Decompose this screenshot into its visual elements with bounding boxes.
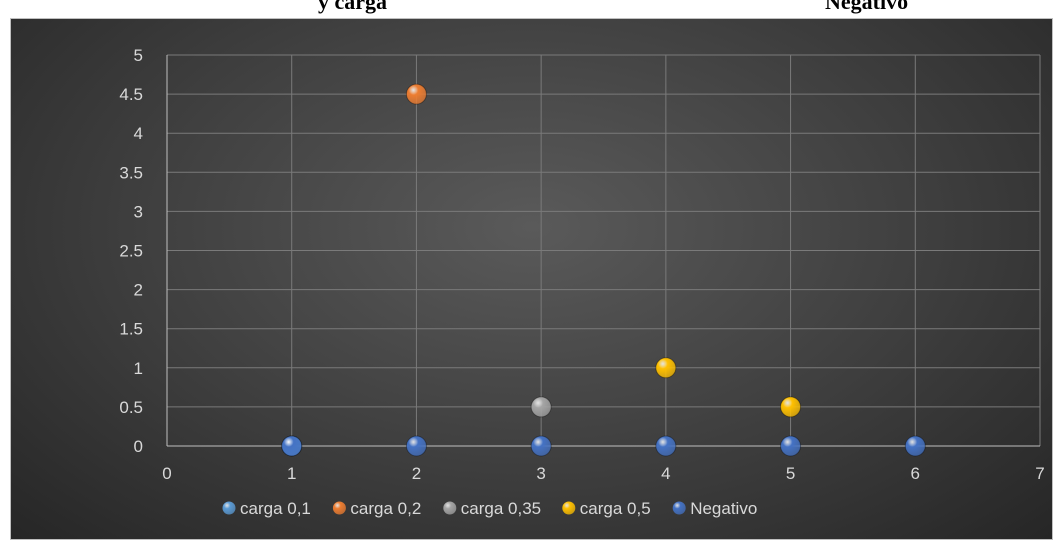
- data-point-negativo: [530, 435, 552, 457]
- gridlines: [167, 54, 1041, 446]
- legend-label-carga-0-35: carga 0,35: [461, 499, 541, 518]
- data-point-carga-0-35: [530, 396, 552, 418]
- y-tick-label: 0.5: [119, 398, 143, 417]
- data-point-negativo: [405, 435, 427, 457]
- legend-marker-carga-0-35: [443, 501, 457, 515]
- y-tick-label: 0: [134, 437, 143, 456]
- legend-label-carga-0-2: carga 0,2: [350, 499, 421, 518]
- chart-title-partial: y carga Negativo: [0, 0, 1063, 18]
- y-tick-label: 4: [134, 124, 143, 143]
- legend-label-carga-0-5: carga 0,5: [580, 499, 651, 518]
- title-fragment-1: y carga: [318, 0, 388, 14]
- title-fragment-2: Negativo: [825, 0, 909, 14]
- x-tick-labels: 0 1 2 3 4 5 6 7: [162, 464, 1044, 483]
- y-tick-label: 3.5: [119, 163, 143, 182]
- chart-area: [10, 18, 1053, 540]
- y-tick-label: 2.5: [119, 242, 143, 261]
- legend-marker-carga-0-5: [562, 501, 576, 515]
- data-point-carga-0-2: [405, 83, 427, 105]
- legend-label-negativo: Negativo: [690, 499, 757, 518]
- y-tick-label: 5: [134, 46, 143, 65]
- data-point-negativo: [780, 435, 802, 457]
- y-tick-label: 3: [134, 202, 143, 221]
- data-point-negativo: [655, 435, 677, 457]
- x-tick-label: 2: [412, 464, 421, 483]
- x-tick-label: 7: [1035, 464, 1044, 483]
- y-tick-label: 2: [134, 281, 143, 300]
- data-point-negativo: [281, 435, 303, 457]
- legend-marker-carga-0-2: [332, 501, 346, 515]
- legend: carga 0,1 carga 0,2 carga 0,35 carga 0,5 Neg…: [222, 499, 757, 518]
- x-tick-label: 6: [911, 464, 920, 483]
- legend-label-carga-0-1: carga 0,1: [240, 499, 311, 518]
- y-tick-label: 1.5: [119, 320, 143, 339]
- x-tick-label: 5: [786, 464, 795, 483]
- x-tick-label: 1: [287, 464, 296, 483]
- data-points: [281, 83, 926, 457]
- axes: [166, 55, 1040, 447]
- y-tick-labels: 0 0.5 1 1.5 2 2.5 3 3.5 4 4.5 5: [119, 46, 143, 456]
- data-point-carga-0-5: [655, 357, 677, 379]
- x-tick-label: 4: [661, 464, 670, 483]
- x-tick-label: 3: [536, 464, 545, 483]
- x-tick-label: 0: [162, 464, 171, 483]
- legend-marker-carga-0-1: [222, 501, 236, 515]
- y-tick-label: 4.5: [119, 85, 143, 104]
- data-point-carga-0-5: [780, 396, 802, 418]
- legend-marker-negativo: [672, 501, 686, 515]
- data-point-negativo: [904, 435, 926, 457]
- y-tick-label: 1: [134, 359, 143, 378]
